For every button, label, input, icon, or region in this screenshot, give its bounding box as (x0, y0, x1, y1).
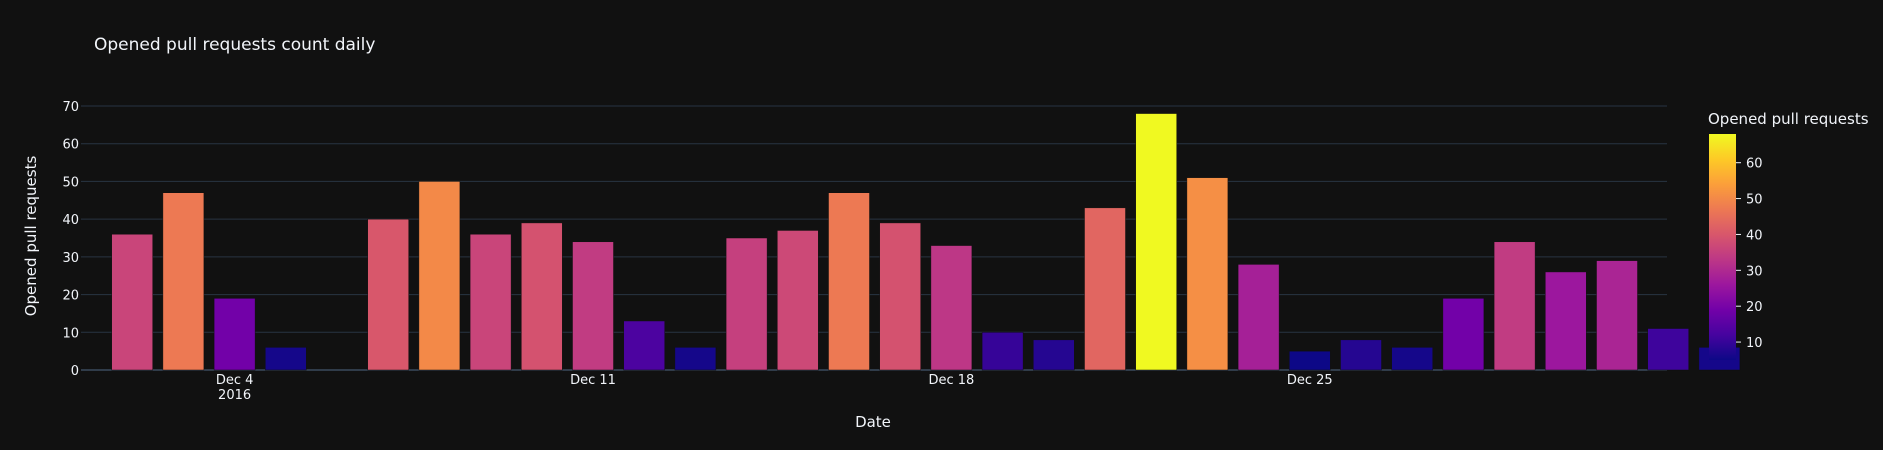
bar (930, 245, 973, 371)
y-tick-label: 40 (62, 213, 79, 228)
bar (1545, 271, 1587, 371)
bar (674, 347, 717, 371)
bar (725, 237, 768, 371)
bar (777, 230, 819, 371)
bar (1237, 264, 1280, 371)
y-tick-label: 50 (62, 175, 79, 190)
colorbar-tick-label: 60 (1746, 157, 1763, 172)
y-tick-label: 0 (71, 364, 79, 379)
bar (981, 332, 1024, 371)
bar (111, 233, 153, 371)
bar (1033, 339, 1075, 371)
bar (572, 241, 614, 371)
colorbar (1709, 134, 1736, 360)
colorbar-tick-label: 40 (1746, 228, 1763, 243)
bar (1289, 350, 1331, 371)
y-tick-label: 70 (62, 100, 79, 115)
bar (418, 181, 461, 371)
colorbar-ticks: 10 20 30 40 50 60 (1736, 157, 1763, 351)
bars (111, 113, 1741, 371)
bar (469, 233, 512, 371)
colorbar-tick-label: 20 (1746, 300, 1763, 315)
bar (879, 222, 921, 371)
y-axis-title: Opened pull requests (22, 156, 40, 317)
bar (1596, 260, 1638, 371)
chart-title: Opened pull requests count daily (94, 35, 375, 55)
gridlines (81, 105, 1667, 371)
colorbar-tick-label: 10 (1746, 336, 1763, 351)
x-tick-sublabel: 2016 (218, 388, 251, 403)
y-axis-ticks: 0 10 20 30 40 50 60 70 (62, 100, 79, 379)
colorbar-tick-label: 50 (1746, 193, 1763, 208)
x-tick-label: Dec 18 (928, 373, 974, 388)
bar (1391, 347, 1433, 371)
bar (1186, 177, 1229, 371)
bar (1340, 339, 1382, 371)
colorbar-title: Opened pull requests (1708, 110, 1869, 128)
x-tick-label: Dec 25 (1287, 373, 1333, 388)
bar (828, 192, 870, 371)
bar (162, 192, 205, 371)
bar (1442, 298, 1485, 371)
bar (623, 320, 665, 371)
bar (1647, 328, 1689, 371)
x-axis-title: Date (855, 413, 891, 431)
bar (265, 347, 307, 371)
x-tick-label: Dec 11 (570, 373, 616, 388)
y-tick-label: 60 (62, 138, 79, 153)
bar (1493, 241, 1536, 371)
bar (1135, 113, 1177, 371)
bar (1084, 207, 1126, 371)
colorbar-tick-label: 30 (1746, 264, 1763, 279)
x-tick-label: Dec 4 (216, 373, 254, 388)
bar (213, 298, 256, 371)
y-tick-label: 10 (62, 326, 79, 341)
bar (367, 218, 409, 371)
y-tick-label: 20 (62, 289, 79, 304)
y-tick-label: 30 (62, 251, 79, 266)
bar (521, 222, 563, 371)
